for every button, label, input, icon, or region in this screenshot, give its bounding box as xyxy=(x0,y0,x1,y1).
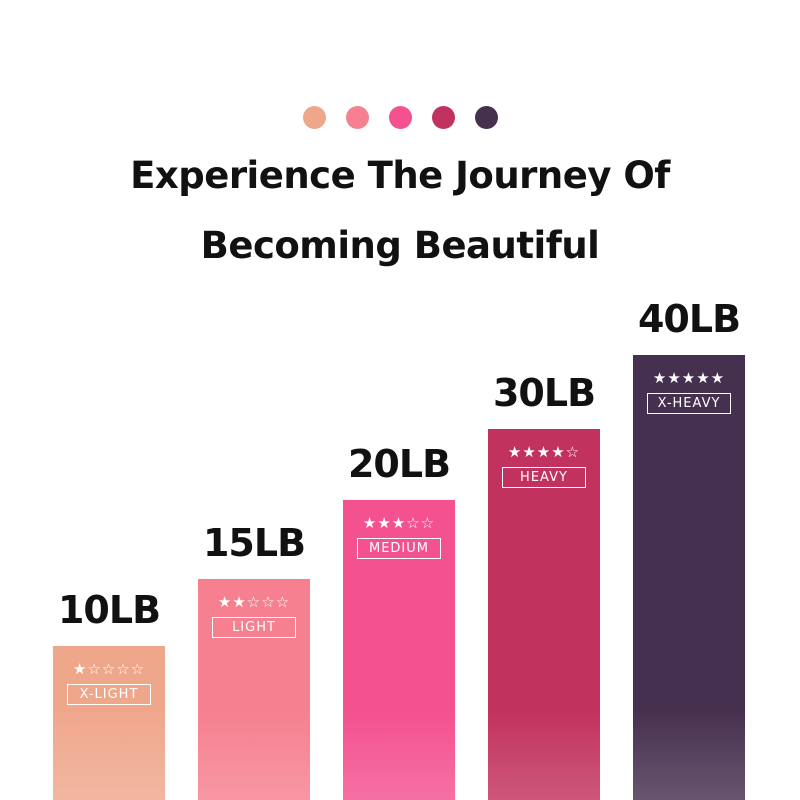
star-rating-icon: ★★★★★ xyxy=(652,369,726,387)
weight-label: 30LB xyxy=(492,371,596,415)
color-dot xyxy=(431,106,455,129)
weight-label: 40LB xyxy=(637,297,741,341)
star-rating-icon: ★☆☆☆☆ xyxy=(72,660,146,678)
level-badge: HEAVY xyxy=(502,467,586,488)
bar-x-light: ★☆☆☆☆ X-LIGHT xyxy=(53,646,165,800)
level-badge: X-HEAVY xyxy=(647,393,731,414)
level-badge: MEDIUM xyxy=(357,538,441,559)
color-dot xyxy=(345,106,369,129)
color-dot xyxy=(474,106,498,129)
weight-label: 20LB xyxy=(347,442,451,486)
level-badge: LIGHT xyxy=(212,617,296,638)
weight-label: 15LB xyxy=(202,521,306,565)
bar-medium: ★★★☆☆ MEDIUM xyxy=(343,500,455,800)
color-dots xyxy=(0,106,800,129)
weight-label: 10LB xyxy=(57,588,161,632)
level-badge: X-LIGHT xyxy=(67,684,151,705)
star-rating-icon: ★★★★☆ xyxy=(507,443,581,461)
color-dot xyxy=(388,106,412,129)
star-rating-icon: ★★★☆☆ xyxy=(362,514,436,532)
bar-light: ★★☆☆☆ LIGHT xyxy=(198,579,310,800)
bar-heavy: ★★★★☆ HEAVY xyxy=(488,429,600,800)
headline-line-2: Becoming Beautiful xyxy=(200,224,600,267)
bar-x-heavy: ★★★★★ X-HEAVY xyxy=(633,355,745,800)
color-dot xyxy=(302,106,326,129)
star-rating-icon: ★★☆☆☆ xyxy=(217,593,291,611)
headline-line-1: Experience The Journey Of xyxy=(130,154,670,197)
